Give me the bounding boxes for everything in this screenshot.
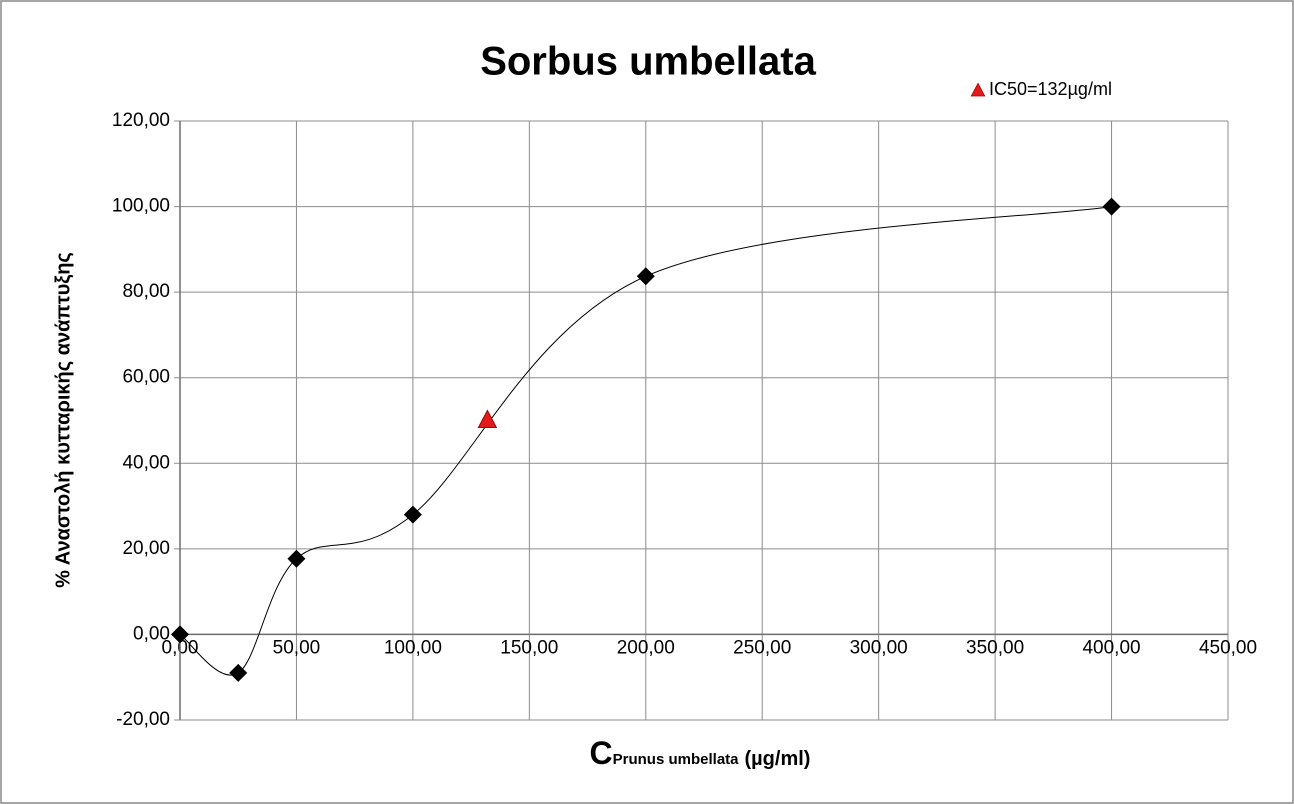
legend-label: IC50=132µg/ml (989, 79, 1112, 99)
y-tick-label: 120,00 (112, 110, 170, 131)
x-tick-label: 50,00 (273, 637, 321, 658)
x-tick-label: 150,00 (500, 637, 558, 658)
y-axis-label: % Αναστολή κυτταρικής ανάπτυξης (52, 252, 74, 588)
data-point (171, 625, 189, 644)
data-point (1102, 197, 1121, 216)
x-tick-label: 450,00 (1199, 637, 1257, 658)
x-tick-label: 250,00 (733, 637, 791, 658)
x-tick-label: 400,00 (1082, 637, 1140, 658)
y-tick-label: 40,00 (122, 452, 170, 473)
y-tick-label: 0,00 (133, 623, 170, 644)
data-point (636, 267, 655, 286)
x-axis-label-main: C (590, 735, 613, 771)
data-point (477, 409, 498, 428)
x-tick-label: 300,00 (850, 637, 908, 658)
chart-title: Sorbus umbellata (480, 40, 816, 84)
x-axis-label-sub: Prunus umbellata (613, 751, 740, 768)
data-point (403, 505, 422, 524)
x-tick-label: 350,00 (966, 637, 1024, 658)
x-axis-label-unit: (µg/ml) (745, 748, 811, 770)
x-axis-label: CPrunus umbellata (µg/ml) (590, 735, 811, 771)
data-line (179, 206, 1112, 676)
y-tick-label: 20,00 (122, 538, 170, 559)
y-tick-label: 100,00 (112, 196, 170, 217)
legend-marker (970, 82, 986, 97)
x-tick-label: 100,00 (384, 637, 442, 658)
x-tick-label: 200,00 (617, 637, 675, 658)
y-tick-label: 80,00 (122, 281, 170, 302)
y-tick-label: 60,00 (122, 367, 170, 388)
data-point (229, 663, 248, 682)
data-point (287, 549, 306, 568)
y-tick-label: -20,00 (116, 709, 170, 730)
